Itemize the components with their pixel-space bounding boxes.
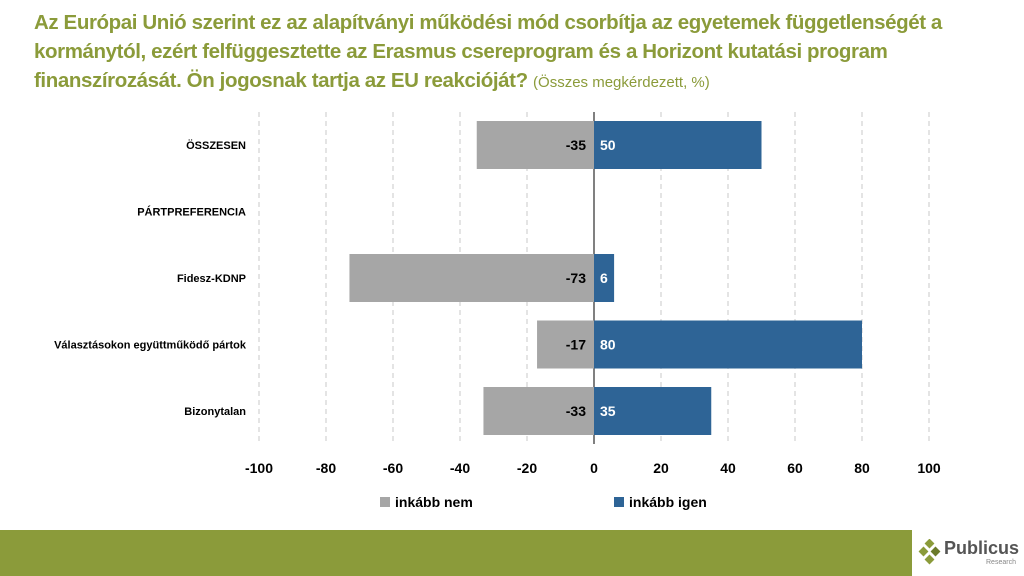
chart-title: Az Európai Unió szerint ez az alapítvány… — [34, 8, 1014, 97]
x-tick-label: 40 — [720, 460, 736, 476]
x-tick-label: 100 — [917, 460, 941, 476]
data-label: -73 — [566, 270, 586, 286]
x-tick-label: -40 — [450, 460, 470, 476]
x-tick-label: -100 — [245, 460, 273, 476]
title-main: Az Európai Unió szerint ez az alapítvány… — [34, 11, 942, 92]
bar-inkabb-nem — [476, 121, 594, 169]
data-label: 35 — [600, 403, 616, 419]
bar-inkabb-igen — [594, 121, 762, 169]
data-label: -33 — [566, 403, 586, 419]
legend-label: inkább nem — [395, 494, 473, 510]
logo-diamonds-icon — [918, 539, 941, 565]
category-label: Bizonytalan — [184, 406, 246, 418]
legend-swatch — [614, 497, 624, 507]
x-tick-label: -80 — [316, 460, 336, 476]
x-tick-label: 0 — [590, 460, 598, 476]
chart: -100 -80 -60 -40 -20 0 20 40 60 80 100 ÖSSZESEN -35 5… — [54, 112, 941, 510]
bar-inkabb-nem — [483, 387, 594, 435]
logo-sub: Research — [986, 559, 1016, 566]
bar-inkabb-igen — [594, 320, 862, 369]
bar-inkabb-igen — [594, 254, 615, 302]
logo-name: Publicus — [944, 538, 1020, 558]
footer-bar — [0, 530, 912, 576]
data-label: -17 — [566, 337, 586, 353]
bar-inkabb-igen — [594, 387, 712, 435]
title-subtitle: (Összes megkérdezett, %) — [533, 74, 710, 91]
legend-label: inkább igen — [629, 494, 707, 510]
data-label: 50 — [600, 137, 616, 153]
category-label: Fidesz-KDNP — [177, 273, 246, 285]
category-label: ÖSSZESEN — [186, 139, 246, 152]
data-label: 80 — [600, 337, 616, 353]
data-label: -35 — [566, 137, 586, 153]
x-tick-label: 80 — [854, 460, 870, 476]
category-label: PÁRTPREFERENCIA — [137, 206, 246, 219]
bar-inkabb-nem — [537, 320, 594, 369]
x-tick-label: -20 — [517, 460, 537, 476]
x-tick-label: -60 — [383, 460, 403, 476]
publicus-logo: Publicus Research — [918, 536, 1024, 572]
bar-inkabb-nem — [349, 254, 594, 302]
data-label: 6 — [600, 270, 608, 286]
x-tick-label: 20 — [653, 460, 669, 476]
category-label: Választásokon együttműködő pártok — [54, 340, 247, 352]
x-tick-label: 60 — [787, 460, 803, 476]
legend-swatch — [380, 497, 390, 507]
